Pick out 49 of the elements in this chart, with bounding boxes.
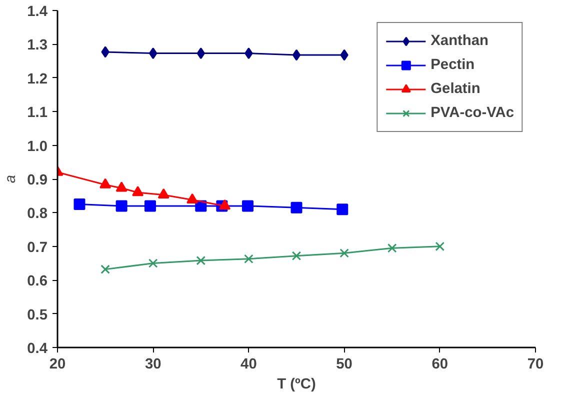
y-tick-label: 1.4 bbox=[27, 4, 48, 20]
x-tick-label: 60 bbox=[432, 356, 448, 372]
y-tick-label: 0.4 bbox=[27, 341, 48, 357]
x-tick-label: 50 bbox=[336, 356, 352, 372]
point bbox=[158, 188, 170, 198]
legend-label: PVA-co-VAc bbox=[430, 105, 514, 121]
x-tick-label: 70 bbox=[527, 356, 544, 372]
y-tick-label: 1.0 bbox=[27, 138, 48, 155]
point bbox=[196, 256, 206, 266]
point bbox=[100, 264, 110, 274]
point bbox=[435, 242, 445, 252]
point bbox=[74, 198, 86, 210]
y-tick-label: 0.9 bbox=[27, 172, 48, 188]
legend-label: Xanthan bbox=[430, 33, 488, 49]
point bbox=[219, 199, 231, 210]
y-axis-title: a bbox=[3, 174, 20, 184]
point bbox=[186, 193, 198, 204]
point bbox=[244, 254, 254, 264]
y-tick-label: 1.2 bbox=[27, 71, 48, 88]
x-tick-label: 40 bbox=[240, 356, 257, 372]
y-tick-label: 0.5 bbox=[27, 307, 48, 324]
point bbox=[116, 182, 128, 192]
point bbox=[196, 48, 205, 60]
point bbox=[336, 204, 348, 216]
y-tick-label: 0.7 bbox=[27, 240, 48, 256]
legend-label: Pectin bbox=[430, 57, 475, 73]
x-axis-title: T (ºC) bbox=[277, 376, 316, 392]
point bbox=[290, 202, 302, 214]
point bbox=[292, 49, 301, 61]
point bbox=[292, 251, 302, 260]
point bbox=[144, 200, 156, 212]
y-tick-label: 1.3 bbox=[27, 38, 48, 54]
point bbox=[100, 178, 112, 188]
point bbox=[149, 48, 158, 60]
legend-label: Gelatin bbox=[430, 81, 480, 97]
point bbox=[244, 48, 253, 60]
point bbox=[340, 248, 349, 258]
y-tick-label: 0.6 bbox=[27, 274, 48, 290]
point bbox=[340, 49, 348, 61]
y-tick-label: 1.1 bbox=[27, 105, 48, 122]
x-tick-label: 20 bbox=[49, 356, 66, 372]
x-tick-label: 30 bbox=[144, 356, 162, 372]
y-tick-label: 0.8 bbox=[27, 206, 48, 222]
point bbox=[101, 46, 110, 58]
point bbox=[387, 243, 397, 253]
point bbox=[116, 200, 128, 212]
point bbox=[148, 258, 158, 268]
point bbox=[242, 200, 254, 212]
point bbox=[132, 186, 144, 196]
